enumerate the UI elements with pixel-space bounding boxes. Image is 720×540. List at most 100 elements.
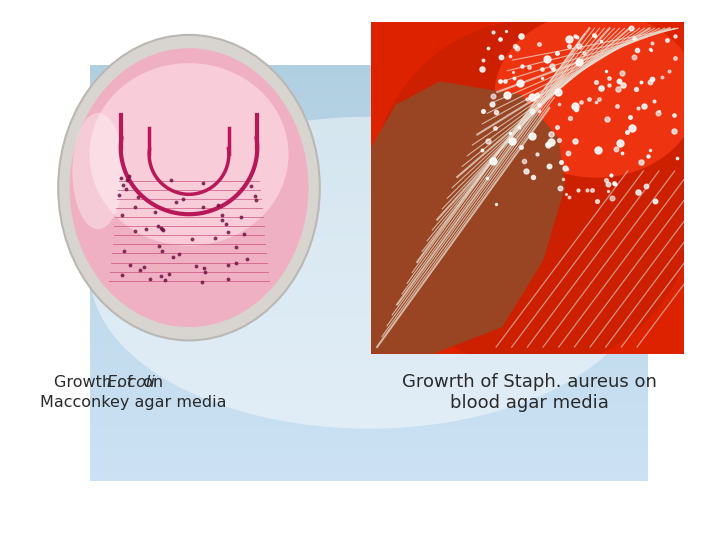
Text: Growrth of Staph. aureus on: Growrth of Staph. aureus on bbox=[402, 373, 657, 390]
Bar bbox=[90, 192, 648, 194]
Bar bbox=[90, 403, 648, 404]
Bar bbox=[90, 76, 648, 77]
Bar bbox=[90, 289, 648, 291]
Bar bbox=[90, 95, 648, 97]
Bar bbox=[90, 453, 648, 454]
Bar bbox=[90, 199, 648, 201]
Bar bbox=[90, 68, 648, 69]
Bar bbox=[90, 396, 648, 397]
Bar bbox=[90, 177, 648, 178]
Bar bbox=[90, 339, 648, 341]
Bar bbox=[90, 476, 648, 478]
Bar bbox=[90, 309, 648, 310]
Bar bbox=[90, 314, 648, 316]
Bar bbox=[90, 310, 648, 312]
Bar bbox=[90, 80, 648, 82]
Bar bbox=[90, 209, 648, 210]
Bar bbox=[90, 190, 648, 191]
Bar bbox=[90, 148, 648, 150]
Bar bbox=[90, 316, 648, 317]
Bar bbox=[90, 146, 648, 148]
Bar bbox=[90, 367, 648, 368]
Bar bbox=[90, 66, 648, 68]
Bar bbox=[90, 447, 648, 449]
Bar bbox=[90, 228, 648, 230]
Bar bbox=[90, 319, 648, 320]
Text: Growth of: Growth of bbox=[54, 375, 138, 390]
Bar bbox=[90, 443, 648, 444]
Bar bbox=[90, 194, 648, 195]
Bar bbox=[90, 94, 648, 95]
Bar bbox=[90, 91, 648, 92]
Bar bbox=[90, 338, 648, 339]
Ellipse shape bbox=[90, 117, 648, 429]
Bar bbox=[90, 375, 648, 377]
Bar bbox=[90, 280, 648, 281]
Bar bbox=[90, 329, 648, 331]
Bar bbox=[90, 296, 648, 298]
Bar bbox=[90, 327, 648, 328]
Bar bbox=[90, 155, 648, 156]
Bar bbox=[90, 168, 648, 170]
Bar bbox=[90, 144, 648, 145]
Bar bbox=[90, 145, 648, 146]
Bar bbox=[90, 418, 648, 420]
Bar bbox=[90, 170, 648, 172]
Bar bbox=[90, 464, 648, 465]
Bar bbox=[90, 274, 648, 275]
Bar bbox=[90, 207, 648, 209]
Bar bbox=[90, 183, 648, 184]
Bar bbox=[90, 75, 648, 76]
Bar bbox=[90, 341, 648, 342]
Bar bbox=[90, 212, 648, 213]
Bar bbox=[90, 475, 648, 476]
Bar bbox=[90, 261, 648, 263]
Bar bbox=[90, 302, 648, 303]
Bar bbox=[90, 389, 648, 390]
Bar bbox=[90, 395, 648, 396]
Ellipse shape bbox=[70, 48, 308, 327]
Text: Macconkey agar media: Macconkey agar media bbox=[40, 395, 227, 410]
Bar bbox=[90, 374, 648, 375]
Bar bbox=[90, 163, 648, 165]
Bar bbox=[90, 238, 648, 239]
Bar bbox=[90, 407, 648, 409]
Bar bbox=[90, 371, 648, 373]
Bar bbox=[90, 181, 648, 183]
Bar bbox=[90, 287, 648, 288]
PathPatch shape bbox=[371, 82, 565, 354]
Bar bbox=[90, 392, 648, 393]
Bar bbox=[90, 361, 648, 363]
Bar bbox=[90, 457, 648, 458]
Bar bbox=[90, 119, 648, 120]
Bar bbox=[90, 166, 648, 167]
Text: on: on bbox=[138, 375, 163, 390]
Bar bbox=[90, 255, 648, 256]
Bar bbox=[90, 364, 648, 366]
Bar bbox=[90, 324, 648, 326]
Bar bbox=[90, 102, 648, 104]
Bar bbox=[90, 221, 648, 223]
Bar bbox=[90, 176, 648, 177]
Bar bbox=[90, 378, 648, 380]
Bar bbox=[90, 104, 648, 105]
Bar bbox=[90, 432, 648, 434]
Bar bbox=[90, 363, 648, 364]
Bar bbox=[90, 421, 648, 422]
Bar bbox=[90, 267, 648, 268]
Bar bbox=[90, 357, 648, 359]
Bar bbox=[90, 331, 648, 332]
Bar bbox=[90, 479, 648, 481]
Bar bbox=[90, 216, 648, 217]
Bar bbox=[90, 205, 648, 206]
Bar bbox=[90, 366, 648, 367]
Bar bbox=[90, 399, 648, 400]
Bar bbox=[90, 83, 648, 84]
Bar bbox=[90, 72, 648, 73]
Bar bbox=[90, 188, 648, 190]
Bar bbox=[90, 219, 648, 220]
Bar bbox=[90, 153, 648, 155]
Bar bbox=[90, 439, 648, 441]
Bar bbox=[90, 352, 648, 353]
Bar bbox=[90, 263, 648, 265]
